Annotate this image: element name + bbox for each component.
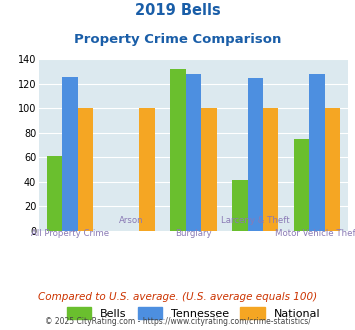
Bar [247, 78, 263, 231]
Bar [263, 109, 278, 231]
Bar [170, 69, 186, 231]
Bar [325, 109, 340, 231]
Bar [294, 139, 309, 231]
Bar [201, 109, 217, 231]
Text: All Property Crime: All Property Crime [31, 229, 109, 238]
Bar [47, 156, 62, 231]
Bar [62, 77, 78, 231]
Text: © 2025 CityRating.com - https://www.cityrating.com/crime-statistics/: © 2025 CityRating.com - https://www.city… [45, 317, 310, 326]
Text: Compared to U.S. average. (U.S. average equals 100): Compared to U.S. average. (U.S. average … [38, 292, 317, 302]
Text: 2019 Bells: 2019 Bells [135, 3, 220, 18]
Legend: Bells, Tennessee, National: Bells, Tennessee, National [61, 302, 326, 324]
Bar [140, 109, 155, 231]
Text: Arson: Arson [119, 216, 144, 225]
Text: Larceny & Theft: Larceny & Theft [221, 216, 290, 225]
Text: Property Crime Comparison: Property Crime Comparison [74, 33, 281, 46]
Bar [309, 74, 325, 231]
Text: Motor Vehicle Theft: Motor Vehicle Theft [275, 229, 355, 238]
Bar [186, 74, 201, 231]
Bar [232, 180, 247, 231]
Text: Burglary: Burglary [175, 229, 212, 238]
Bar [78, 109, 93, 231]
